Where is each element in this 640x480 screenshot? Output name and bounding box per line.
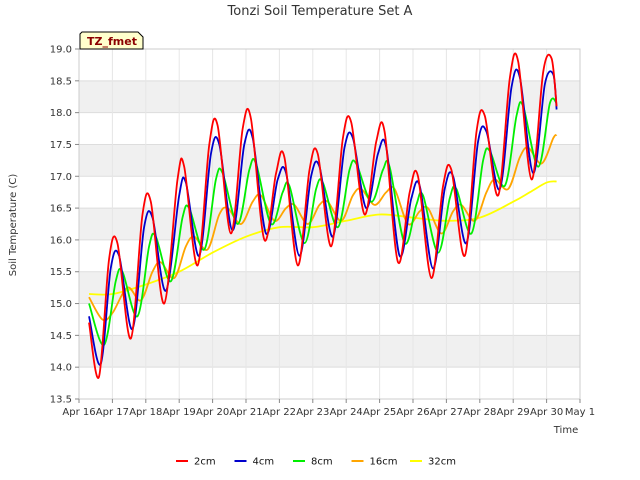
x-tick-label: Apr 16 (62, 407, 95, 418)
x-tick-label: Apr 26 (396, 407, 429, 418)
x-tick-label: Apr 19 (163, 407, 196, 418)
y-tick-label: 16.5 (50, 204, 72, 215)
data-lines (88, 52, 558, 379)
y-tick-label: 14.0 (50, 363, 72, 374)
gridlines (78, 48, 581, 400)
x-tick-label: Apr 21 (229, 407, 262, 418)
x-tick-label: Apr 30 (530, 407, 563, 418)
y-tick-label: 15.0 (50, 299, 72, 310)
x-axis: Apr 16 Apr 17 Apr 18 Apr 19 Apr 20 Apr 21 Apr … (62, 399, 595, 418)
x-axis-label: Time (553, 425, 578, 436)
x-tick-label: Apr 27 (430, 407, 463, 418)
legend-label-16cm: 16cm (370, 457, 398, 468)
annotation-tag-label: TZ_fmet (87, 35, 137, 48)
plot-band (79, 80, 580, 113)
plot-area (78, 48, 581, 400)
y-tick-label: 18.0 (50, 108, 72, 119)
x-tick-label: Apr 20 (196, 407, 229, 418)
x-tick-label: Apr 23 (296, 407, 329, 418)
plot-bands (79, 80, 580, 368)
chart-title: Tonzi Soil Temperature Set A (227, 4, 413, 19)
y-tick-label: 13.5 (50, 395, 72, 406)
y-tick-label: 15.5 (50, 267, 72, 278)
y-tick-label: 16.0 (50, 235, 72, 246)
x-tick-label: Apr 28 (463, 407, 496, 418)
annotation-tag: TZ_fmet (79, 31, 144, 50)
x-tick-label: Apr 17 (96, 407, 129, 418)
legend: 2cm 4cm 8cm 16cm 32cm (176, 457, 456, 468)
y-axis: 13.5 14.0 14.5 15.0 15.5 16.0 16.5 17.0 17.5 18.0… (50, 45, 79, 406)
plot-band (79, 271, 580, 304)
legend-label-8cm: 8cm (311, 457, 333, 468)
x-tick-label: Apr 29 (497, 407, 530, 418)
x-tick-label: Apr 25 (363, 407, 396, 418)
y-tick-label: 17.0 (50, 172, 72, 183)
y-tick-label: 14.5 (50, 331, 72, 342)
y-tick-label: 17.5 (50, 140, 72, 151)
x-tick-label: Apr 22 (263, 407, 296, 418)
legend-label-2cm: 2cm (194, 457, 216, 468)
y-tick-label: 18.5 (50, 76, 72, 87)
x-tick-label: May 1 (565, 407, 595, 418)
y-tick-label: 19.0 (50, 45, 72, 56)
legend-label-32cm: 32cm (428, 457, 456, 468)
legend-label-4cm: 4cm (253, 457, 275, 468)
plot-band (79, 335, 580, 368)
x-tick-label: Apr 24 (330, 407, 363, 418)
x-tick-label: Apr 18 (129, 407, 162, 418)
series-line-2cm (88, 52, 558, 379)
y-axis-label: Soil Temperature (C) (8, 174, 19, 277)
